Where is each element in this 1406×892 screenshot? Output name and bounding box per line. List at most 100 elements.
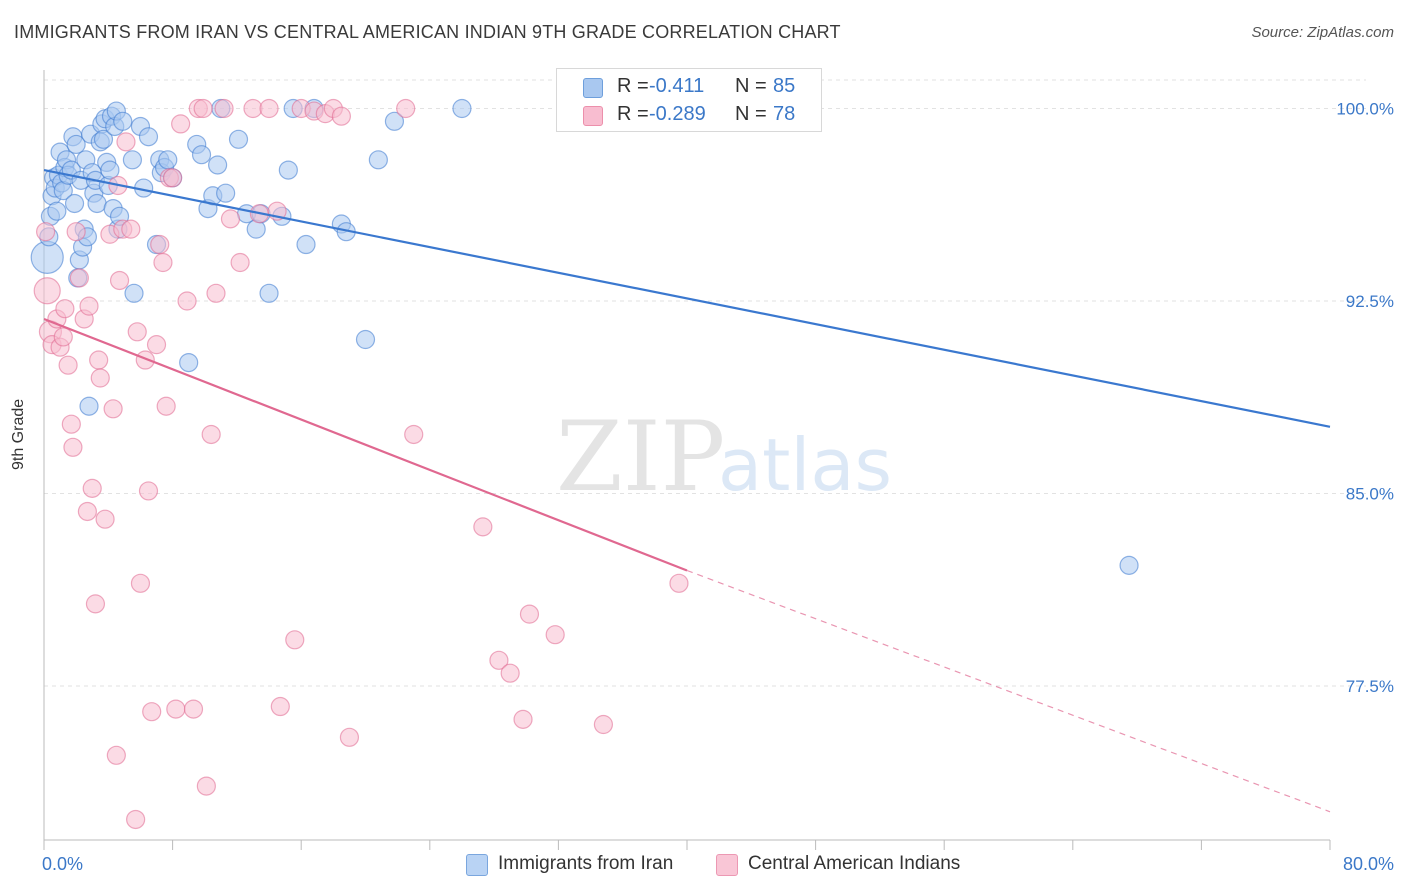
data-point <box>77 501 98 522</box>
tick-labels: 100.0% 92.5% 85.0% 77.5% 0.0% 80.0% <box>42 100 1394 875</box>
data-point <box>230 252 250 273</box>
data-point <box>79 296 99 316</box>
data-point <box>177 291 197 311</box>
bottom-legend-swatch-central-american <box>716 854 738 876</box>
y-tick-label: 100.0% <box>1336 100 1394 119</box>
data-point <box>171 114 191 134</box>
data-point <box>150 234 170 255</box>
legend-swatch-iran <box>583 78 603 98</box>
legend-r-value: -0.411 <box>649 75 705 97</box>
data-point <box>452 98 472 119</box>
data-point <box>208 155 228 175</box>
data-point <box>179 353 199 373</box>
data-point <box>270 696 290 717</box>
data-point <box>384 111 405 131</box>
chart-title: IMMIGRANTS FROM IRAN VS CENTRAL AMERICAN… <box>14 22 841 42</box>
trend-extension-1 <box>686 569 1331 813</box>
y-tick-label: 92.5% <box>1346 292 1394 311</box>
data-point <box>201 424 221 445</box>
legend-n-label: N = <box>735 103 767 125</box>
data-point <box>228 129 249 149</box>
data-point <box>113 111 133 131</box>
data-point <box>296 234 316 255</box>
legend-n-label: N = <box>735 75 767 97</box>
data-point <box>82 478 102 498</box>
data-point <box>121 219 141 239</box>
legend-r-value: -0.289 <box>649 103 706 125</box>
legend-r-label: R = <box>617 103 649 125</box>
data-point <box>355 329 376 350</box>
data-point <box>278 160 298 180</box>
data-point <box>47 201 67 221</box>
legend-row-iran: R = -0.411 N = 85 <box>557 73 821 99</box>
data-point <box>158 150 178 170</box>
data-point <box>489 650 509 670</box>
data-point <box>89 350 109 370</box>
trend-line-1 <box>43 317 688 572</box>
correlation-legend: R = -0.411 N = 85 R = -0.289 N = 78 <box>556 68 822 132</box>
data-point <box>163 168 183 188</box>
data-point <box>1119 555 1139 575</box>
data-point <box>61 414 81 434</box>
legend-r-label: R = <box>617 75 649 97</box>
data-point <box>90 368 110 388</box>
series-iran-points <box>30 98 1139 575</box>
data-point <box>669 573 689 593</box>
legend-row-central-american: R = -0.289 N = 78 <box>557 101 821 127</box>
data-point <box>55 299 75 319</box>
data-point <box>519 604 540 624</box>
data-point <box>142 702 162 722</box>
data-point <box>69 268 89 288</box>
data-point <box>339 727 360 747</box>
x-tick-label-max: 80.0% <box>1343 854 1394 874</box>
data-point <box>156 396 176 416</box>
trend-lines <box>43 169 1331 813</box>
data-point <box>285 630 305 650</box>
data-point <box>216 183 236 203</box>
data-point <box>220 209 241 229</box>
source-label: Source: ZipAtlas.com <box>1251 24 1394 41</box>
y-tick-label: 85.0% <box>1346 485 1394 504</box>
legend-swatch-central-american <box>583 106 603 126</box>
data-point <box>87 193 107 214</box>
data-point <box>166 699 186 719</box>
data-point <box>106 745 126 765</box>
legend-n-value: 85 <box>773 75 796 97</box>
watermark-atlas: atlas <box>718 423 892 507</box>
data-point <box>127 322 147 342</box>
data-point <box>116 132 136 152</box>
data-point <box>396 98 416 119</box>
data-point <box>146 335 167 355</box>
trend-line-0 <box>43 169 1331 428</box>
data-point <box>124 283 144 303</box>
data-point <box>93 129 114 149</box>
data-point <box>85 594 106 614</box>
legend-n-value: 78 <box>773 103 796 125</box>
data-point <box>126 809 146 830</box>
data-point <box>135 350 155 370</box>
data-point <box>153 252 173 273</box>
bottom-legend-label-iran: Immigrants from Iran <box>498 853 674 874</box>
data-point <box>53 327 73 347</box>
data-point <box>109 270 130 291</box>
data-point <box>243 98 263 119</box>
data-point <box>103 399 123 419</box>
data-point <box>331 106 351 126</box>
data-point <box>138 481 159 501</box>
y-axis-label: 9th Grade <box>10 398 27 470</box>
y-tick-label: 77.5% <box>1346 677 1394 696</box>
data-point <box>513 709 533 729</box>
data-point <box>183 699 204 719</box>
data-point <box>33 277 61 305</box>
data-point <box>259 98 279 119</box>
grid-lines <box>44 79 1366 687</box>
data-point <box>404 424 424 445</box>
data-point <box>593 714 614 735</box>
watermark: ZIP atlas <box>556 401 892 513</box>
bottom-legend-label-central-american: Central American Indians <box>748 853 961 874</box>
data-point <box>138 127 159 147</box>
data-point <box>500 663 520 683</box>
data-point <box>130 573 151 593</box>
data-point <box>79 396 99 416</box>
